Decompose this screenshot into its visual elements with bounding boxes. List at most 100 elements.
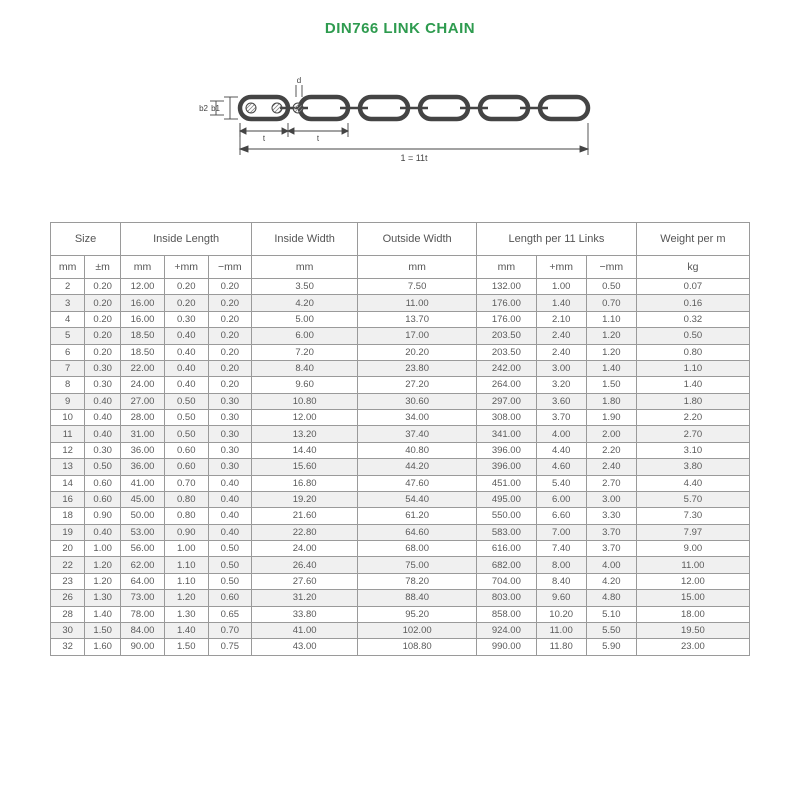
cell: 9.60 xyxy=(536,590,586,606)
cell: 3.80 xyxy=(636,459,749,475)
cell: 15.60 xyxy=(252,459,358,475)
col-unit: −mm xyxy=(586,256,636,279)
cell: 0.40 xyxy=(164,360,208,376)
cell: 1.80 xyxy=(586,393,636,409)
cell: 1.40 xyxy=(85,606,121,622)
cell: 0.30 xyxy=(85,360,121,376)
cell: 5.40 xyxy=(536,475,586,491)
cell: 1.10 xyxy=(636,360,749,376)
cell: 4.40 xyxy=(636,475,749,491)
cell: 0.20 xyxy=(85,311,121,327)
cell: 396.00 xyxy=(477,459,536,475)
cell: 84.00 xyxy=(121,622,165,638)
table-row: 40.2016.000.300.205.0013.70176.002.101.1… xyxy=(51,311,750,327)
cell: 0.30 xyxy=(208,459,252,475)
cell: 2.20 xyxy=(636,410,749,426)
label-t2: t xyxy=(317,134,320,143)
cell: 9.00 xyxy=(636,541,749,557)
cell: 90.00 xyxy=(121,639,165,655)
cell: 176.00 xyxy=(477,295,536,311)
cell: 924.00 xyxy=(477,622,536,638)
cell: 858.00 xyxy=(477,606,536,622)
cell: 6.60 xyxy=(536,508,586,524)
cell: 0.30 xyxy=(164,311,208,327)
cell: 3.70 xyxy=(586,524,636,540)
cell: 11.00 xyxy=(636,557,749,573)
cell: 5.00 xyxy=(252,311,358,327)
cell: 24.00 xyxy=(121,377,165,393)
col-unit: +mm xyxy=(536,256,586,279)
cell: 24.00 xyxy=(252,541,358,557)
cell: 242.00 xyxy=(477,360,536,376)
cell: 1.20 xyxy=(586,344,636,360)
col-unit: kg xyxy=(636,256,749,279)
cell: 0.32 xyxy=(636,311,749,327)
col-unit: mm xyxy=(358,256,477,279)
cell: 1.20 xyxy=(164,590,208,606)
cell: 78.00 xyxy=(121,606,165,622)
cell: 95.20 xyxy=(358,606,477,622)
cell: 495.00 xyxy=(477,491,536,507)
col-unit: mm xyxy=(477,256,536,279)
col-group: Inside Width xyxy=(252,223,358,256)
col-group: Length per 11 Links xyxy=(477,223,637,256)
cell: 0.20 xyxy=(85,279,121,295)
cell: 203.50 xyxy=(477,344,536,360)
cell: 28 xyxy=(51,606,85,622)
cell: 0.20 xyxy=(85,328,121,344)
label-t1: t xyxy=(263,134,266,143)
cell: 396.00 xyxy=(477,442,536,458)
cell: 550.00 xyxy=(477,508,536,524)
cell: 1.40 xyxy=(536,295,586,311)
cell: 21.60 xyxy=(252,508,358,524)
cell: 64.60 xyxy=(358,524,477,540)
cell: 3.70 xyxy=(536,410,586,426)
cell: 62.00 xyxy=(121,557,165,573)
cell: 28.00 xyxy=(121,410,165,426)
cell: 12 xyxy=(51,442,85,458)
table-row: 110.4031.000.500.3013.2037.40341.004.002… xyxy=(51,426,750,442)
cell: 7.97 xyxy=(636,524,749,540)
cell: 4.60 xyxy=(536,459,586,475)
table-row: 100.4028.000.500.3012.0034.00308.003.701… xyxy=(51,410,750,426)
cell: 0.70 xyxy=(586,295,636,311)
cell: 102.00 xyxy=(358,622,477,638)
cell: 2 xyxy=(51,279,85,295)
cell: 2.40 xyxy=(536,344,586,360)
cell: 1.90 xyxy=(586,410,636,426)
cell: 5.70 xyxy=(636,491,749,507)
cell: 13.70 xyxy=(358,311,477,327)
cell: 26 xyxy=(51,590,85,606)
cell: 13 xyxy=(51,459,85,475)
table-body: 20.2012.000.200.203.507.50132.001.000.50… xyxy=(51,279,750,656)
cell: 36.00 xyxy=(121,459,165,475)
cell: 682.00 xyxy=(477,557,536,573)
cell: 7.20 xyxy=(252,344,358,360)
cell: 0.50 xyxy=(586,279,636,295)
col-group: Outside Width xyxy=(358,223,477,256)
cell: 13.20 xyxy=(252,426,358,442)
cell: 6.00 xyxy=(252,328,358,344)
cell: 27.20 xyxy=(358,377,477,393)
chain-diagram: b1 b2 d t t xyxy=(50,67,750,167)
cell: 3.60 xyxy=(536,393,586,409)
table-row: 80.3024.000.400.209.6027.20264.003.201.5… xyxy=(51,377,750,393)
cell: 32 xyxy=(51,639,85,655)
cell: 0.40 xyxy=(208,475,252,491)
cell: 11 xyxy=(51,426,85,442)
cell: 1.50 xyxy=(85,622,121,638)
cell: 0.60 xyxy=(208,590,252,606)
cell: 1.30 xyxy=(164,606,208,622)
cell: 10.20 xyxy=(536,606,586,622)
col-unit: mm xyxy=(121,256,165,279)
cell: 0.80 xyxy=(164,491,208,507)
cell: 41.00 xyxy=(252,622,358,638)
cell: 1.60 xyxy=(85,639,121,655)
cell: 1.20 xyxy=(85,557,121,573)
cell: 0.80 xyxy=(164,508,208,524)
cell: 0.50 xyxy=(164,410,208,426)
cell: 12.00 xyxy=(252,410,358,426)
cell: 1.50 xyxy=(586,377,636,393)
cell: 0.20 xyxy=(208,344,252,360)
cell: 30 xyxy=(51,622,85,638)
